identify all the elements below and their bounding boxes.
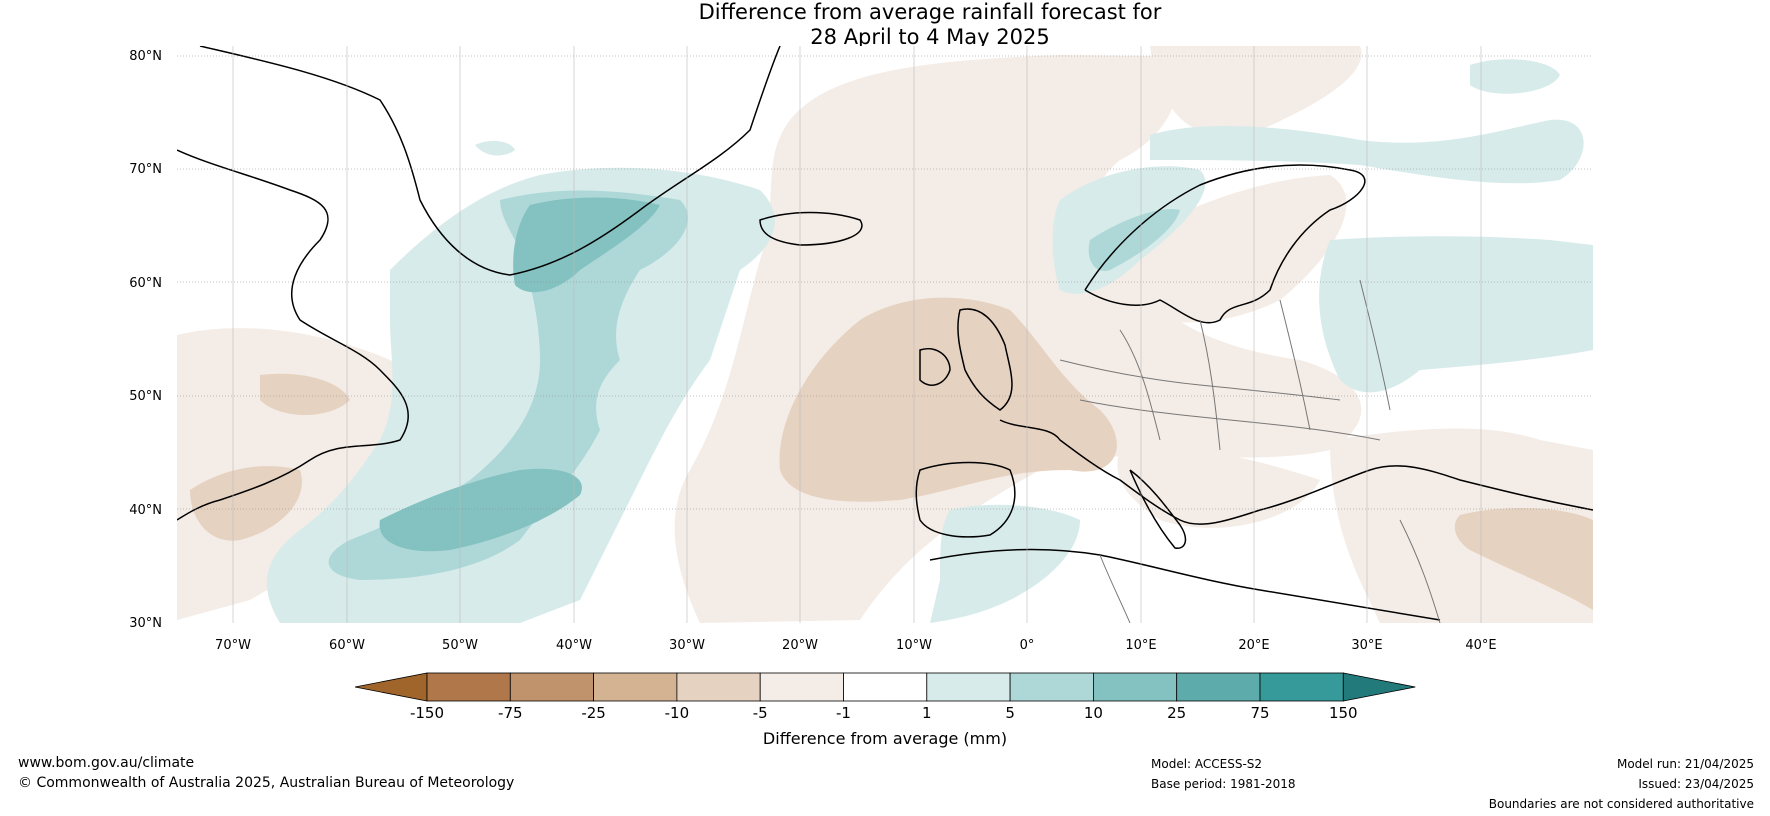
title-line-1: Difference from average rainfall forecas… [698, 0, 1162, 24]
iberia-coast [915, 461, 1016, 538]
italy-coast [1129, 469, 1187, 549]
colorbar-tick-label: -5 [753, 704, 768, 722]
colorbar-box [759, 672, 844, 702]
lon-label-40w: 40°W [556, 638, 592, 653]
lat-label-40: 40°N [129, 503, 162, 518]
colorbar-tick-label: 25 [1167, 704, 1186, 722]
greenland-coast [199, 46, 781, 276]
footer-model-run: Model run: 21/04/2025 [1616, 757, 1754, 771]
colorbar: -150 -75 -25 -10 -5 -1 1 5 10 25 75 150 [354, 672, 1416, 722]
europe-coast [999, 419, 1593, 525]
dry-core-europe [779, 297, 1117, 502]
lon-label-0: 0° [1020, 638, 1035, 653]
wet-mid-atlantic [328, 190, 688, 580]
colorbar-tick-label: -75 [498, 704, 523, 722]
longitude-labels: 70°W 60°W 50°W 40°W 30°W 20°W 10°W 0° 10… [215, 638, 1497, 653]
colorbar-tick-label: 75 [1250, 704, 1269, 722]
colorbar-box [676, 672, 761, 702]
colorbar-box [1093, 672, 1178, 702]
lon-label-20e: 20°E [1238, 638, 1269, 653]
dry-core-americas [190, 373, 350, 541]
dry-region-scandinavia [1090, 175, 1347, 323]
scandinavia-coast [1084, 164, 1366, 324]
wet-core-atlantic [379, 468, 582, 552]
footer-base-period: Base period: 1981-2018 [1151, 777, 1296, 791]
colorbar-box [593, 672, 678, 702]
colorbar-tick-label: 10 [1084, 704, 1103, 722]
colorbar-box [1176, 672, 1261, 702]
colorbar-box [1009, 672, 1094, 702]
lat-label-80: 80°N [129, 49, 162, 64]
lon-label-60w: 60°W [329, 638, 365, 653]
colorbar-box [509, 672, 594, 702]
colorbar-box [426, 672, 511, 702]
colorbar-tick-label: -1 [836, 704, 851, 722]
colorbar-tick-label: 5 [1005, 704, 1015, 722]
wet-region-north-africa [930, 504, 1080, 623]
colorbar-tick-label: -150 [410, 704, 444, 722]
colorbar-box [1259, 672, 1344, 702]
lon-label-10e: 10°E [1125, 638, 1156, 653]
wet-region-russia [1319, 236, 1593, 393]
latitude-labels: 80°N 70°N 60°N 50°N 40°N 30°N [129, 49, 162, 631]
footer-copyright: © Commonwealth of Australia 2025, Austra… [18, 775, 515, 791]
footer-boundaries: Boundaries are not considered authoritat… [1488, 797, 1754, 811]
footer-model: Model: ACCESS-S2 [1151, 757, 1263, 771]
dry-region-north [1150, 46, 1362, 137]
colorbar-extend-high [1342, 672, 1416, 702]
colorbar-extend-low [354, 672, 428, 702]
wet-region-svalbard [1470, 59, 1560, 94]
iceland-coast [759, 211, 863, 246]
wet-region-small [475, 140, 515, 156]
colorbar-box [843, 672, 928, 702]
ireland-coast [919, 348, 951, 386]
uk-coast [957, 308, 1013, 411]
latitude-gridlines [177, 55, 1593, 510]
lon-label-20w: 20°W [782, 638, 818, 653]
wet-mid-norway [1088, 209, 1180, 271]
footer-website: www.bom.gov.au/climate [18, 755, 195, 771]
colorbar-box [926, 672, 1011, 702]
lon-label-50w: 50°W [442, 638, 478, 653]
lon-label-10w: 10°W [896, 638, 932, 653]
lon-label-30e: 30°E [1351, 638, 1382, 653]
colorbar-tick-label: 1 [922, 704, 932, 722]
colorbar-tick-label: 150 [1329, 704, 1358, 722]
canada-coast [177, 149, 410, 521]
dry-region-americas [177, 328, 444, 620]
map-title: Difference from average rainfall forecas… [0, 0, 1770, 50]
footer-issued: Issued: 23/04/2025 [1638, 777, 1754, 791]
lon-label-30w: 30°W [669, 638, 705, 653]
africa-coast [929, 548, 1441, 621]
longitude-gridlines [232, 46, 1482, 623]
colorbar-tick-label: -25 [581, 704, 606, 722]
title-line-2: 28 April to 4 May 2025 [810, 25, 1050, 49]
lat-label-30: 30°N [129, 616, 162, 631]
country-borders [1059, 279, 1441, 623]
dry-core-east [1454, 508, 1593, 610]
lat-label-70: 70°N [129, 162, 162, 177]
colorbar-label: Difference from average (mm) [763, 729, 1007, 748]
lat-label-50: 50°N [129, 389, 162, 404]
lon-label-40e: 40°E [1465, 638, 1496, 653]
colorbar-tick-label: -10 [665, 704, 690, 722]
lat-label-60: 60°N [129, 276, 162, 291]
coastlines [177, 46, 1593, 621]
lon-label-70w: 70°W [215, 638, 251, 653]
